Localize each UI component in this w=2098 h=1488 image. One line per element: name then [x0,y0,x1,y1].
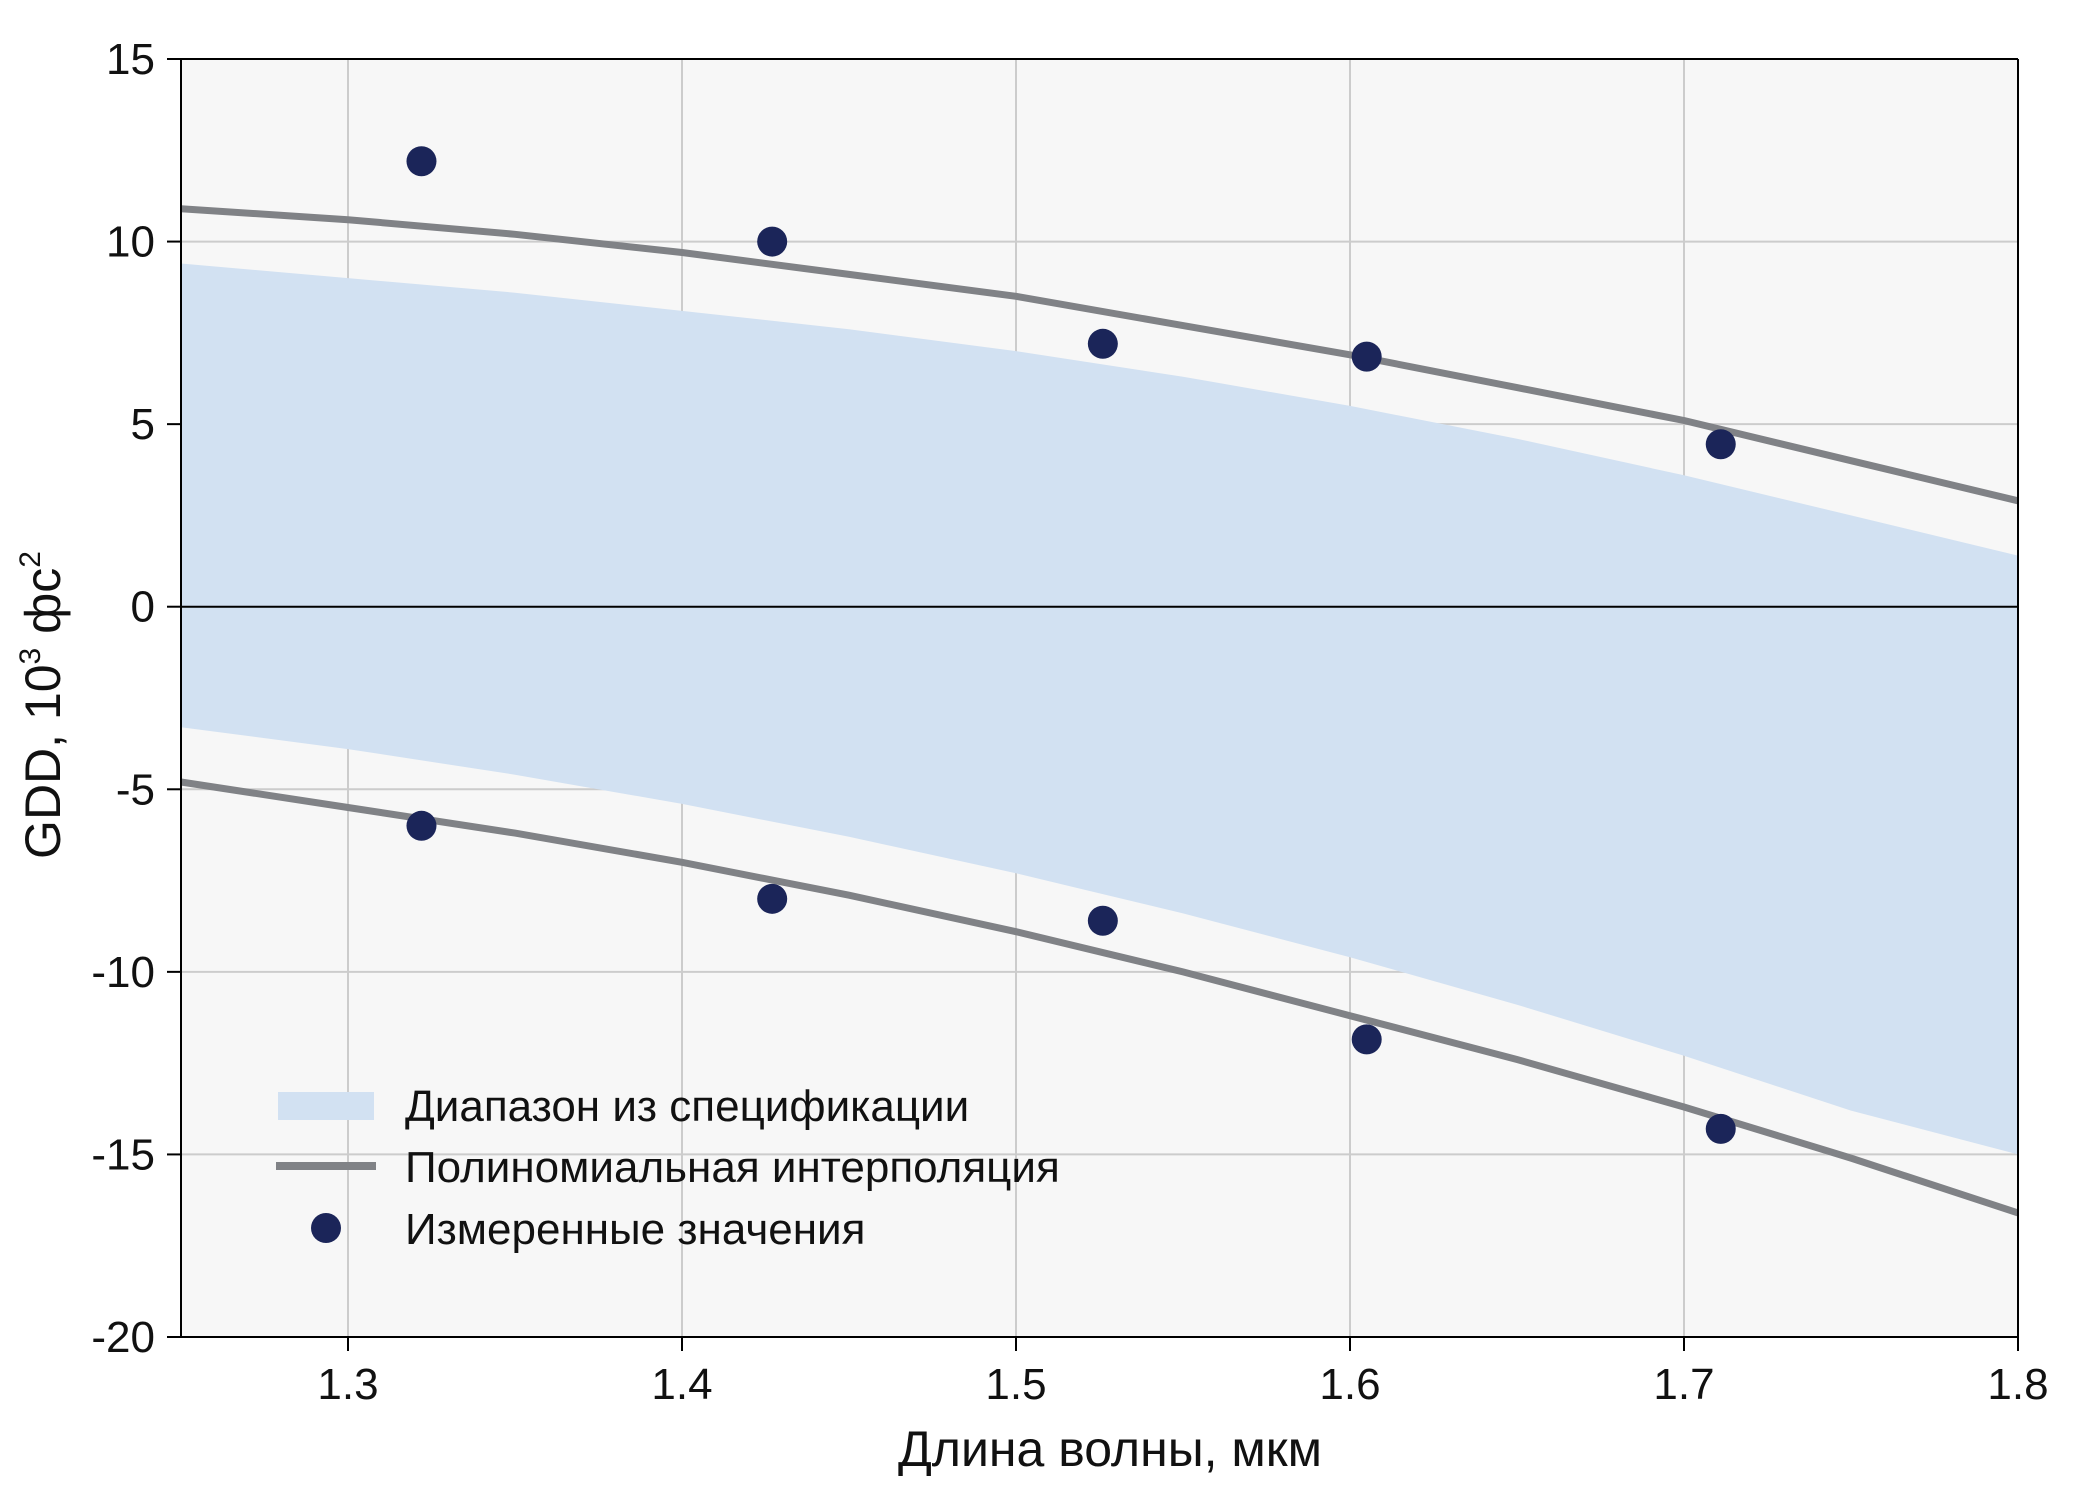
y-tick-label: -10 [91,948,155,997]
legend-band-swatch [278,1092,374,1120]
measured-point [1087,328,1118,359]
y-axis-title-unit-sup: 2 [14,551,47,568]
y-tick-label: -5 [116,765,155,814]
legend: Диапазон из спецификации Полиномиальная … [276,1082,1060,1254]
y-tick-label: 10 [106,218,155,267]
spec-range-band [181,263,2018,1155]
measured-point [1705,1113,1736,1144]
measured-points [406,146,1736,1144]
y-tick-label: 0 [131,583,155,632]
legend-curve-label: Полиномиальная интерполяция [405,1143,1060,1192]
measured-point [757,883,788,914]
y-tick-label: 15 [106,35,155,84]
y-axis-title-sup: 3 [14,648,47,665]
y-axis-title: GDD, 103 фс2 [14,551,71,859]
measured-point [406,810,437,841]
axes [180,58,2019,1338]
x-tick-label: 1.3 [317,1360,378,1409]
spec-range-area [181,263,2018,1155]
interpolation-curve-upper [180,205,2019,505]
y-tick-label: -15 [91,1130,155,1179]
y-axis-title-main: GDD, 10 [15,664,71,859]
x-tick-label: 1.8 [1987,1360,2048,1409]
y-tick-label: -20 [91,1313,155,1362]
y-axis-title-unit: фс [15,568,71,648]
measured-point [757,226,788,257]
x-tick-label: 1.4 [651,1360,712,1409]
measured-point [1087,905,1118,936]
x-tick-label: 1.6 [1319,1360,1380,1409]
measured-point [1351,341,1382,372]
measured-point [1351,1024,1382,1055]
x-tick-label: 1.7 [1653,1360,1714,1409]
legend-band-label: Диапазон из спецификации [405,1082,969,1131]
legend-point-label: Измеренные значения [405,1205,865,1254]
interpolation-curve-lower [180,778,2020,1217]
legend-point-swatch [311,1213,341,1243]
y-tick-label: 5 [131,400,155,449]
x-tick-label: 1.5 [985,1360,1046,1409]
measured-point [406,146,437,177]
interpolation-curves [180,205,2020,1217]
x-axis-title: Длина волны, мкм [898,1421,1322,1477]
tick-labels: 15 10 5 0 -5 -10 -15 -20 1.3 1.4 1.5 1.6 1.7 1.8 [91,35,2048,1409]
measured-point [1705,429,1736,460]
